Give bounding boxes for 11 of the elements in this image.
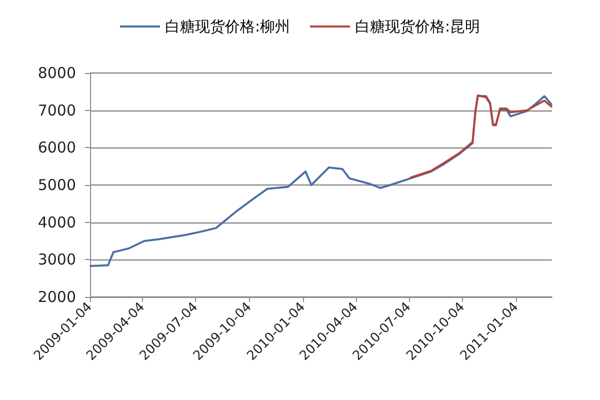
y-tick-label: 7000 (38, 101, 76, 120)
y-tick-label: 4000 (38, 213, 76, 232)
y-tick-label: 6000 (38, 138, 76, 157)
y-tick-label: 3000 (38, 250, 76, 269)
y-tick-label: 2000 (38, 288, 76, 306)
legend-label: 白糖现货价格:柳州 (164, 18, 290, 36)
legend-label: 白糖现货价格:昆明 (355, 18, 480, 36)
y-tick-label: 8000 (38, 64, 76, 82)
line-series (410, 94, 552, 179)
line-series (90, 95, 552, 268)
y-tick-label: 5000 (38, 176, 76, 194)
